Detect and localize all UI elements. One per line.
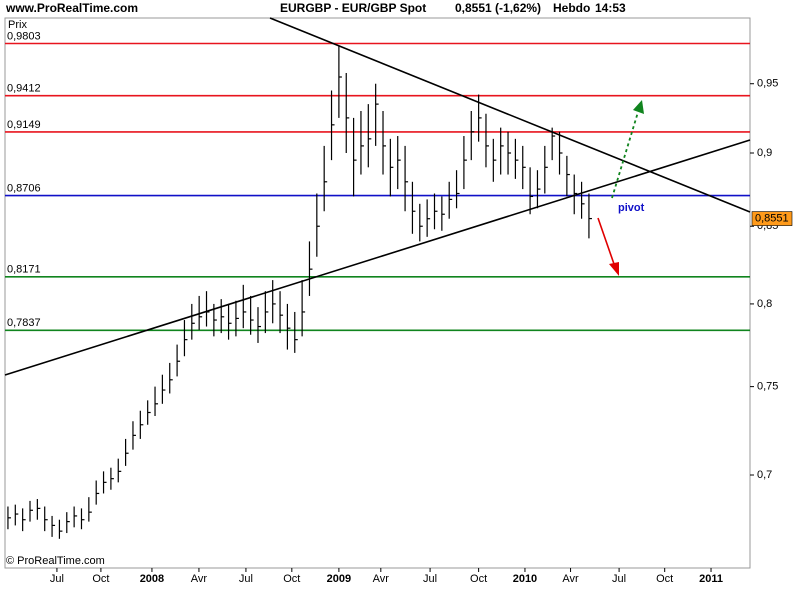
x-tick-label: 2008 bbox=[140, 573, 164, 585]
x-tick-label: Oct bbox=[656, 573, 673, 585]
x-tick-label: Avr bbox=[373, 573, 390, 585]
plot-frame bbox=[4, 17, 751, 569]
price-info: 0,8551 (-1,62%) bbox=[455, 1, 541, 15]
bars bbox=[7, 46, 592, 539]
x-tick-label: Avr bbox=[562, 573, 579, 585]
x-tick-label: Avr bbox=[191, 573, 208, 585]
chart-title: EURGBP - EUR/GBP Spot bbox=[280, 1, 426, 15]
y-tick-label: 0,8 bbox=[757, 298, 772, 310]
last-price-label: 0,8551 bbox=[755, 212, 789, 224]
level-label: 0,9149 bbox=[7, 119, 41, 131]
y-tick-label: 0,75 bbox=[757, 381, 778, 393]
x-tick-label: 2011 bbox=[699, 573, 723, 585]
time: 14:53 bbox=[595, 1, 626, 15]
x-tick-label: Oct bbox=[470, 573, 487, 585]
arrow-down-head bbox=[609, 262, 619, 276]
x-tick-label: Jul bbox=[239, 573, 253, 585]
period: Hebdo bbox=[553, 1, 590, 15]
site-name: www.ProRealTime.com bbox=[5, 1, 138, 15]
level-label: 0,7837 bbox=[7, 317, 41, 329]
arrow-up-head bbox=[633, 100, 644, 114]
x-tick-label: 2009 bbox=[327, 573, 351, 585]
annotation: pivot bbox=[618, 202, 645, 214]
y-tick-label: 0,9 bbox=[757, 147, 772, 159]
level-label: 0,9412 bbox=[7, 83, 41, 95]
x-tick-label: Jul bbox=[423, 573, 437, 585]
x-tick-label: Jul bbox=[612, 573, 626, 585]
last-price-box bbox=[751, 211, 793, 226]
arrow-up bbox=[611, 111, 639, 199]
levels: 0,9803 0,9412 0,9149 0,8706 0,8171 0,7837 bbox=[5, 30, 750, 332]
arrow-down bbox=[597, 217, 615, 265]
trend-line-down bbox=[269, 17, 751, 213]
copyright: © ProRealTime.com bbox=[6, 555, 105, 567]
x-tick-label: 2010 bbox=[513, 573, 537, 585]
level-label: 0,9803 bbox=[7, 30, 41, 42]
x-tick-label: Jul bbox=[50, 573, 64, 585]
trend-line-up bbox=[4, 139, 751, 376]
y-tick-label: 0,7 bbox=[757, 469, 772, 481]
y-axis-label: Prix bbox=[8, 19, 27, 31]
level-label: 0,8706 bbox=[7, 182, 41, 194]
level-label: 0,8171 bbox=[7, 264, 41, 276]
x-tick-label: Oct bbox=[283, 573, 300, 585]
x-tick-label: Oct bbox=[92, 573, 109, 585]
y-tick-label: 0,95 bbox=[757, 78, 778, 90]
